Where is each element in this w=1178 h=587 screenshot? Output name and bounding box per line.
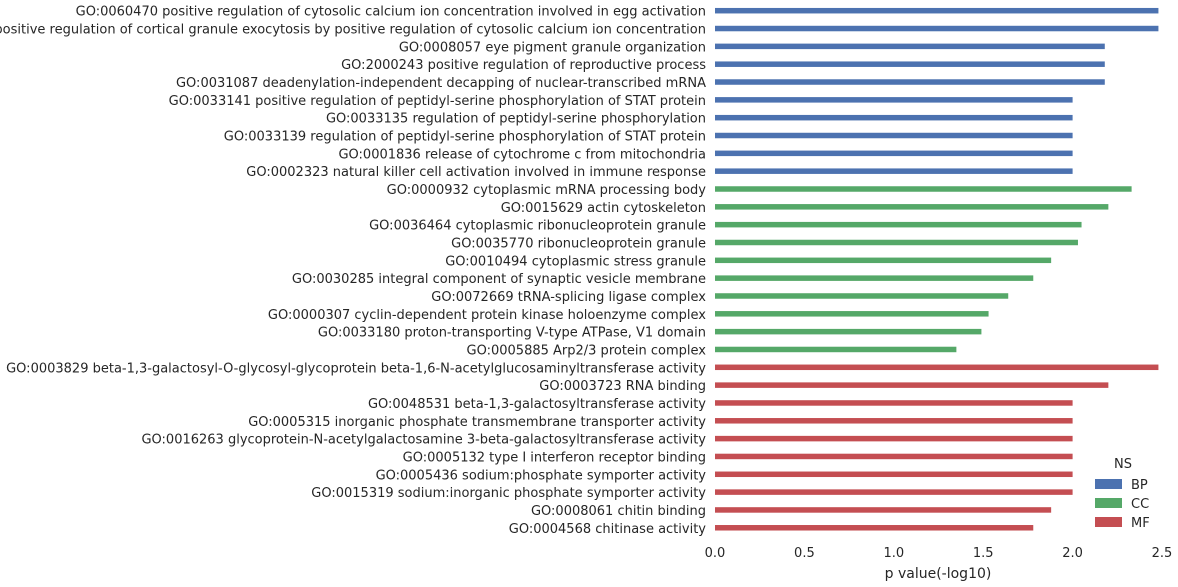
x-axis-label: p value(-log10) <box>885 566 992 582</box>
row-label: GO:0000307 cyclin-dependent protein kina… <box>268 308 706 323</box>
row-label: GO:0048531 beta-1,3-galactosyltransferas… <box>368 397 706 412</box>
row-label: GO:0001836 release of cytochrome c from … <box>338 147 706 162</box>
bar-mf <box>715 400 1073 406</box>
bar-cc <box>715 239 1078 246</box>
row-label: GO:0030285 integral component of synapti… <box>292 272 706 287</box>
row-label: GO:0005436 sodium:phosphate symporter ac… <box>376 468 707 483</box>
legend-swatch-bp <box>1095 479 1122 489</box>
bar-mf <box>715 507 1052 513</box>
legend-label-mf: MF <box>1131 516 1150 531</box>
x-tick-label: 2.5 <box>1152 546 1173 561</box>
row-label: GO:0033139 regulation of peptidyl-serine… <box>224 130 706 145</box>
bar-cc <box>715 186 1132 192</box>
row-label: GO:0060470 positive regulation of cytoso… <box>76 5 706 20</box>
bar-mf <box>715 525 1034 531</box>
row-label: GO:0003723 RNA binding <box>539 379 706 394</box>
row-label: GO:0016263 glycoprotein-N-acetylgalactos… <box>141 433 706 448</box>
legend-swatch-mf <box>1095 517 1122 527</box>
bar-bp <box>715 7 1159 14</box>
bar-bp <box>715 114 1073 121</box>
row-label: GO:0005132 type I interferon receptor bi… <box>403 450 706 465</box>
bar-mf <box>715 364 1159 371</box>
row-label: GO:0035770 ribonucleoprotein granule <box>451 236 706 251</box>
row-label: GO:0033135 regulation of peptidyl-serine… <box>326 112 706 127</box>
bar-bp <box>715 168 1073 174</box>
row-label: GO:0033141 positive regulation of peptid… <box>169 94 706 109</box>
bar-bp <box>715 150 1073 157</box>
row-label: GO:0060472 positive regulation of cortic… <box>0 23 706 38</box>
bar-cc <box>715 275 1034 281</box>
bar-cc <box>715 204 1109 210</box>
row-label: GO:0008061 chitin binding <box>531 504 706 519</box>
row-label: GO:0015629 actin cytoskeleton <box>501 201 706 216</box>
row-label: GO:0036464 cytoplasmic ribonucleoprotein… <box>369 219 706 234</box>
bar-mf <box>715 489 1073 495</box>
x-tick-label: 0.5 <box>794 546 815 561</box>
bar-cc <box>715 328 982 335</box>
row-label: GO:0005885 Arp2/3 protein complex <box>467 343 707 358</box>
bar-mf <box>715 435 1073 442</box>
x-tick-label: 1.0 <box>883 546 904 561</box>
bar-cc <box>715 346 957 353</box>
row-label: GO:0072669 tRNA-splicing ligase complex <box>431 290 706 305</box>
legend-label-cc: CC <box>1131 497 1149 512</box>
bar-bp <box>715 132 1073 139</box>
x-tick-label: 0.0 <box>705 546 726 561</box>
bar-mf <box>715 453 1073 460</box>
legend: NS BP CC MF <box>1095 457 1150 531</box>
bar-mf <box>715 471 1073 478</box>
x-tick-label: 2.0 <box>1062 546 1083 561</box>
bar-mf <box>715 382 1109 388</box>
bar-bp <box>715 61 1105 67</box>
bar-cc <box>715 221 1082 228</box>
bar-bp <box>715 43 1105 50</box>
bar-cc <box>715 293 1009 299</box>
bar-bp <box>715 79 1105 85</box>
row-label: GO:0000932 cytoplasmic mRNA processing b… <box>387 183 707 198</box>
row-labels: GO:0060470 positive regulation of cytoso… <box>0 5 706 537</box>
row-label: GO:0031087 deadenylation-independent dec… <box>176 76 706 91</box>
row-label: GO:0010494 cytoplasmic stress granule <box>445 254 706 269</box>
row-label: GO:0004568 chitinase activity <box>509 522 707 537</box>
x-tick-label: 1.5 <box>973 546 994 561</box>
legend-swatch-cc <box>1095 498 1122 508</box>
row-label: GO:0003829 beta-1,3-galactosyl-O-glycosy… <box>6 361 706 376</box>
legend-title: NS <box>1114 457 1132 472</box>
row-label: GO:0005315 inorganic phosphate transmemb… <box>248 415 706 430</box>
bar-bp <box>715 97 1073 103</box>
x-axis-ticks: 0.0 0.5 1.0 1.5 2.0 2.5 <box>705 546 1173 561</box>
row-label: GO:0002323 natural killer cell activatio… <box>246 165 706 180</box>
row-label: GO:0015319 sodium:inorganic phosphate sy… <box>311 486 706 501</box>
bar-cc <box>715 257 1052 264</box>
bar-cc <box>715 311 989 317</box>
legend-label-bp: BP <box>1131 478 1148 493</box>
bars <box>715 7 1159 531</box>
row-label: GO:2000243 positive regulation of reprod… <box>341 58 706 73</box>
row-label: GO:0033180 proton-transporting V-type AT… <box>318 326 706 341</box>
bar-bp <box>715 25 1159 32</box>
row-label: GO:0008057 eye pigment granule organizat… <box>399 40 706 55</box>
bar-mf <box>715 418 1073 424</box>
